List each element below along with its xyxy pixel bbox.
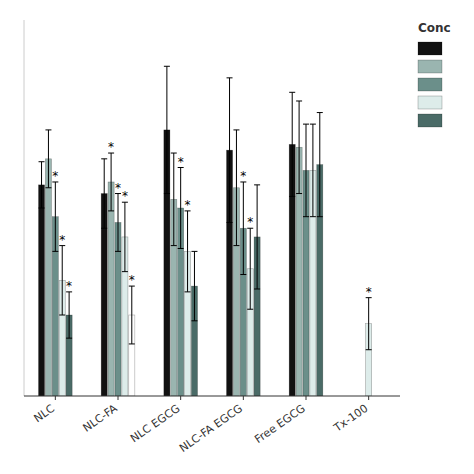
x-tick-label: Tx-100	[331, 402, 371, 435]
error-bar	[247, 228, 253, 309]
x-tick	[368, 396, 369, 400]
significance-star: *	[178, 155, 184, 169]
legend-swatch	[418, 96, 442, 109]
error-bar	[227, 78, 233, 223]
error-bar	[233, 130, 239, 246]
x-tick	[55, 396, 56, 400]
error-bar	[191, 251, 197, 320]
error-bar	[317, 113, 323, 217]
significance-star: *	[129, 273, 135, 287]
error-bar	[45, 130, 51, 188]
error-bar	[39, 162, 45, 208]
legend-swatch	[418, 114, 442, 127]
significance-star: *	[115, 181, 121, 195]
significance-star: *	[66, 279, 72, 293]
significance-star: *	[185, 198, 191, 212]
x-tick-label: NLC	[32, 402, 58, 425]
error-bar	[164, 66, 170, 193]
x-tick-label: Free EGCG	[252, 402, 307, 446]
error-bar	[185, 211, 191, 292]
significance-star: *	[59, 233, 65, 247]
bar	[45, 159, 51, 396]
x-tick-label: NLC EGCG	[128, 402, 182, 445]
legend-swatch	[418, 42, 442, 55]
error-bar	[310, 124, 316, 217]
error-bar	[296, 101, 302, 194]
bars	[39, 66, 372, 396]
x-tick	[118, 396, 119, 400]
x-tick-label: NLC-FA	[80, 402, 120, 435]
error-bar	[108, 153, 114, 211]
error-bar	[66, 292, 72, 338]
significance-star: *	[52, 169, 58, 183]
chart: ************NLCNLC-FANLC EGCGNLC-FA EGCG…	[0, 0, 474, 474]
significance-star: *	[247, 215, 253, 229]
significance-star: *	[366, 285, 372, 299]
error-bar	[289, 92, 295, 196]
error-bar	[101, 159, 107, 228]
error-bar	[59, 246, 65, 315]
annotations: ************	[52, 140, 371, 299]
x-tick	[306, 396, 307, 400]
error-bar	[52, 182, 58, 251]
legend-swatch	[418, 78, 442, 91]
legend: Conc	[418, 21, 451, 127]
x-tick	[180, 396, 181, 400]
error-bar	[366, 298, 372, 350]
error-bar	[254, 185, 260, 289]
significance-star: *	[240, 169, 246, 183]
significance-star: *	[108, 140, 114, 154]
error-bar	[240, 182, 246, 275]
y-axis-line	[24, 20, 25, 396]
error-bar	[115, 194, 121, 252]
error-bar	[171, 153, 177, 246]
x-tick	[243, 396, 244, 400]
error-bar	[303, 124, 309, 217]
error-bar	[178, 168, 184, 249]
significance-star: *	[122, 189, 128, 203]
bar	[39, 185, 45, 396]
x-axis-line	[24, 396, 400, 397]
x-tick-label: NLC-FA EGCG	[177, 402, 245, 455]
legend-title: Conc	[418, 21, 451, 35]
bar	[108, 182, 114, 396]
error-bar	[122, 202, 128, 271]
error-bar	[129, 286, 135, 344]
legend-swatch	[418, 60, 442, 73]
